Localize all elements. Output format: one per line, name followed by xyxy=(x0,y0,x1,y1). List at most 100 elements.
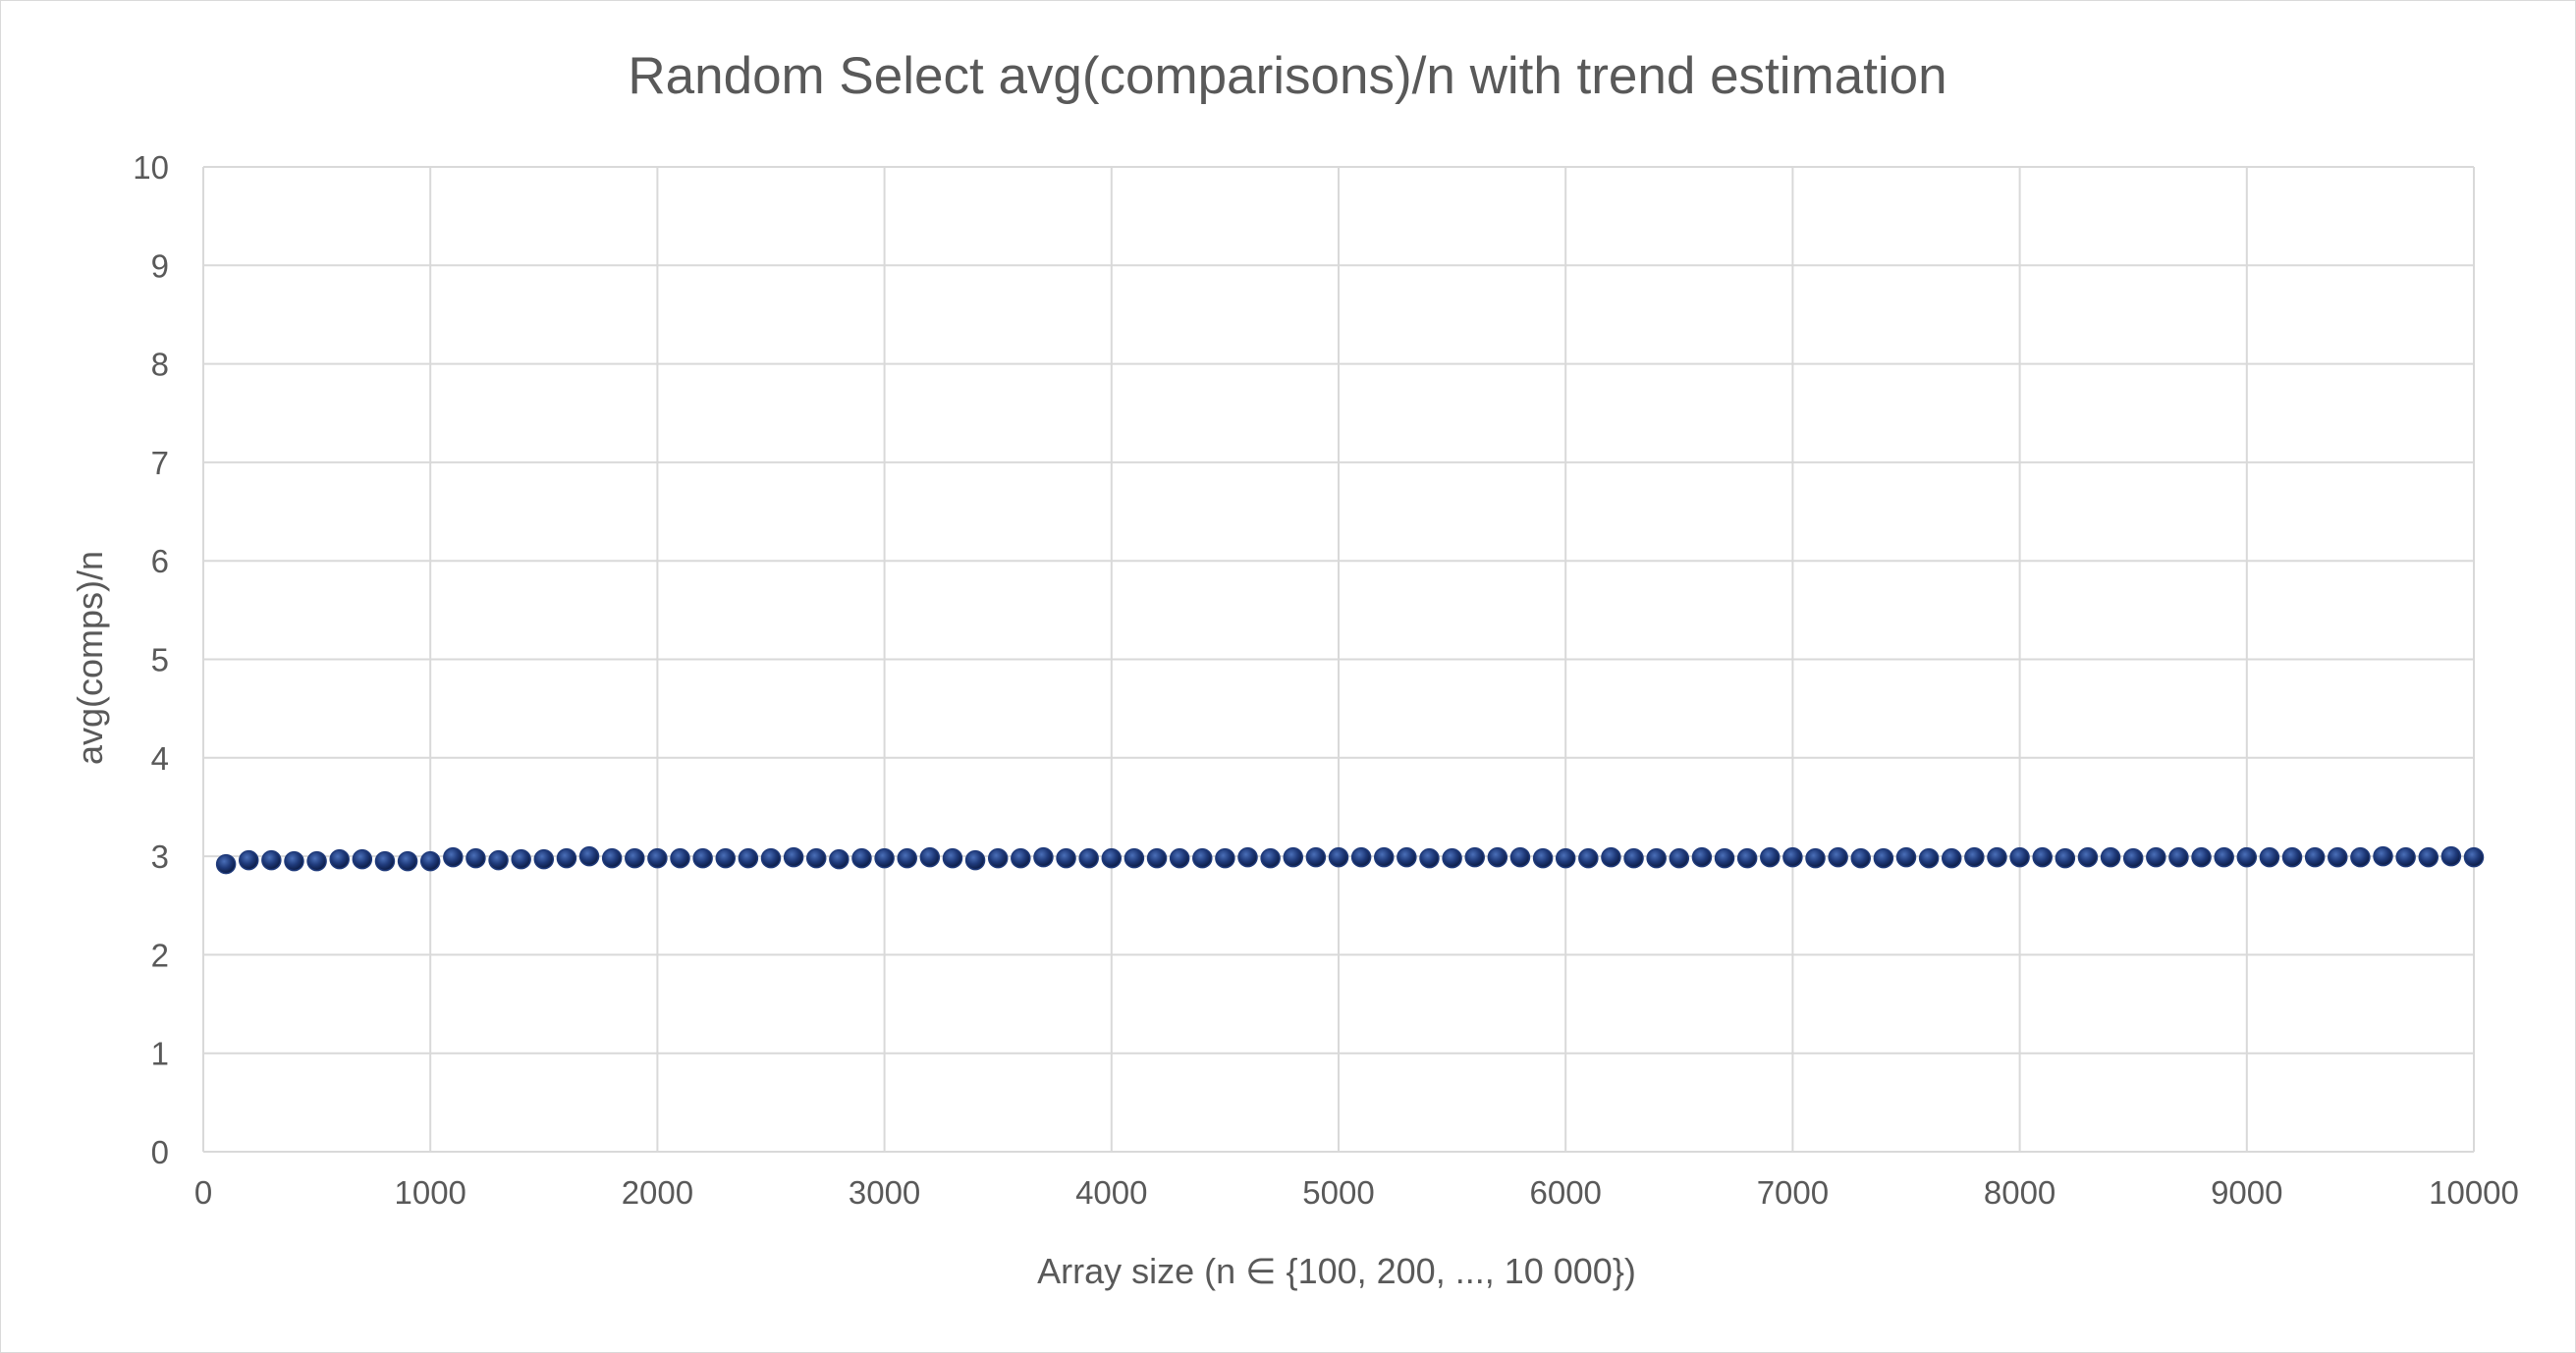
data-point xyxy=(1918,847,1940,869)
data-point xyxy=(692,847,713,869)
data-point xyxy=(1736,847,1758,869)
data-point xyxy=(1578,847,1599,869)
data-point xyxy=(1305,846,1327,868)
data-point xyxy=(1033,846,1054,868)
data-point xyxy=(2395,846,2416,868)
data-point xyxy=(783,846,804,868)
data-point xyxy=(1873,847,1894,869)
data-point xyxy=(2009,846,2030,868)
y-tick-label: 9 xyxy=(151,247,169,284)
data-point xyxy=(238,849,259,871)
data-point xyxy=(1509,846,1531,868)
x-tick-label: 0 xyxy=(194,1174,212,1211)
data-point xyxy=(760,847,782,869)
data-point xyxy=(1828,846,1848,868)
data-point xyxy=(647,847,668,869)
data-point xyxy=(2373,845,2393,867)
y-tick-label: 5 xyxy=(151,642,169,678)
data-point xyxy=(1691,846,1713,868)
data-point xyxy=(1987,846,2007,868)
y-tick-label: 4 xyxy=(151,740,169,777)
data-point xyxy=(1283,846,1304,868)
data-point xyxy=(443,846,464,868)
data-point xyxy=(2236,846,2258,868)
data-point xyxy=(1056,847,1076,869)
data-point xyxy=(1397,846,1417,868)
chart-title: Random Select avg(comparisons)/n with tr… xyxy=(628,47,1946,105)
data-point xyxy=(1941,847,1962,869)
data-point xyxy=(715,847,737,869)
data-point xyxy=(215,853,237,875)
data-point xyxy=(397,850,418,872)
data-point xyxy=(1169,847,1190,869)
data-point xyxy=(1714,847,1735,869)
y-axis-ticks: 0 1 2 3 4 5 6 7 8 9 10 xyxy=(133,149,169,1170)
data-point xyxy=(829,848,850,870)
data-point xyxy=(1237,846,1258,868)
data-point xyxy=(987,847,1009,869)
data-point xyxy=(1419,847,1440,869)
x-tick-label: 1000 xyxy=(394,1174,466,1211)
data-point xyxy=(488,849,509,871)
data-point xyxy=(2077,846,2099,868)
y-tick-label: 3 xyxy=(151,839,169,875)
data-point xyxy=(533,848,555,870)
data-point xyxy=(1464,846,1485,868)
x-tick-label: 3000 xyxy=(849,1174,920,1211)
data-point xyxy=(2100,846,2121,868)
data-point xyxy=(2122,847,2144,869)
x-tick-label: 2000 xyxy=(622,1174,693,1211)
y-tick-label: 0 xyxy=(151,1134,169,1170)
data-point xyxy=(897,847,917,869)
y-tick-label: 8 xyxy=(151,347,169,383)
y-tick-label: 2 xyxy=(151,937,169,973)
data-point xyxy=(2146,846,2166,868)
x-tick-label: 5000 xyxy=(1302,1174,1374,1211)
y-tick-label: 10 xyxy=(133,149,169,186)
y-axis-label: avg(comps)/n xyxy=(70,551,110,765)
y-tick-label: 6 xyxy=(151,543,169,579)
data-point xyxy=(466,847,486,869)
data-point xyxy=(1895,846,1917,868)
data-point xyxy=(1623,847,1644,869)
data-point xyxy=(805,847,827,869)
x-tick-label: 7000 xyxy=(1757,1174,1829,1211)
x-tick-label: 9000 xyxy=(2211,1174,2282,1211)
data-point xyxy=(419,850,441,872)
data-point xyxy=(1146,847,1168,869)
data-point xyxy=(1442,847,1462,869)
data-point xyxy=(2032,846,2053,868)
y-tick-label: 7 xyxy=(151,445,169,481)
data-point xyxy=(1101,847,1123,869)
data-point xyxy=(1215,847,1235,869)
data-point xyxy=(1350,846,1372,868)
data-point xyxy=(1669,847,1690,869)
x-tick-label: 8000 xyxy=(1984,1174,2055,1211)
data-point xyxy=(261,849,282,871)
data-point xyxy=(2281,846,2303,868)
data-point xyxy=(556,847,577,869)
data-point xyxy=(1555,847,1576,869)
data-point xyxy=(1964,846,1985,868)
data-point xyxy=(1260,847,1281,869)
data-points xyxy=(215,845,2485,875)
data-point xyxy=(2191,846,2212,868)
data-point xyxy=(374,850,396,872)
data-point xyxy=(352,848,373,870)
data-point xyxy=(2214,846,2234,868)
data-point xyxy=(1646,847,1667,869)
data-point xyxy=(2168,846,2189,868)
data-point xyxy=(851,847,872,869)
data-point xyxy=(511,848,531,870)
data-point xyxy=(874,847,895,869)
data-point xyxy=(1124,847,1145,869)
y-tick-label: 1 xyxy=(151,1036,169,1072)
data-point xyxy=(284,850,304,872)
data-point xyxy=(1850,847,1872,869)
gridlines xyxy=(202,166,2475,1153)
x-tick-label: 4000 xyxy=(1075,1174,1147,1211)
x-tick-label: 6000 xyxy=(1529,1174,1601,1211)
data-point xyxy=(2259,846,2280,868)
